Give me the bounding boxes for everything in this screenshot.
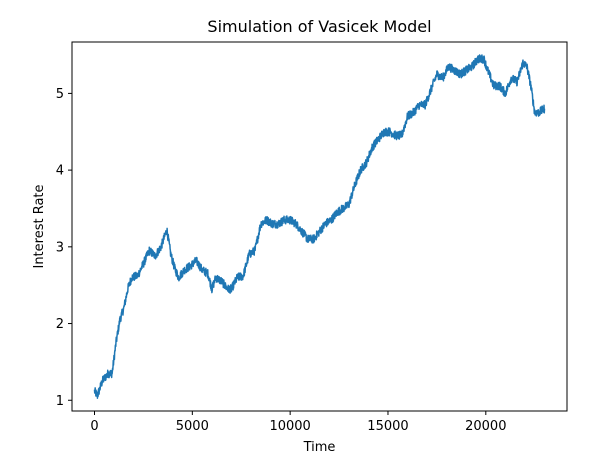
x-tick-label: 0	[90, 419, 98, 434]
plot-area	[93, 54, 546, 399]
x-tick-label: 5000	[176, 419, 209, 434]
x-tick-label: 15000	[367, 419, 408, 434]
y-axis: 1 2 3 4 5	[56, 87, 72, 409]
series-line	[93, 54, 546, 399]
x-tick-label: 10000	[269, 419, 310, 434]
axes-frame	[71, 41, 568, 412]
y-tick-label: 5	[56, 87, 64, 102]
y-axis-label: Interest Rate	[32, 184, 47, 268]
y-tick-label: 4	[56, 164, 64, 179]
x-axis-label: Time	[303, 440, 336, 455]
y-tick-label: 2	[56, 317, 64, 332]
x-axis: 0 5000 10000 15000 20000	[90, 411, 506, 434]
y-tick-label: 3	[56, 240, 64, 255]
chart-title: Simulation of Vasicek Model	[207, 17, 431, 36]
y-tick-label: 1	[56, 394, 64, 409]
x-tick-label: 20000	[465, 419, 506, 434]
